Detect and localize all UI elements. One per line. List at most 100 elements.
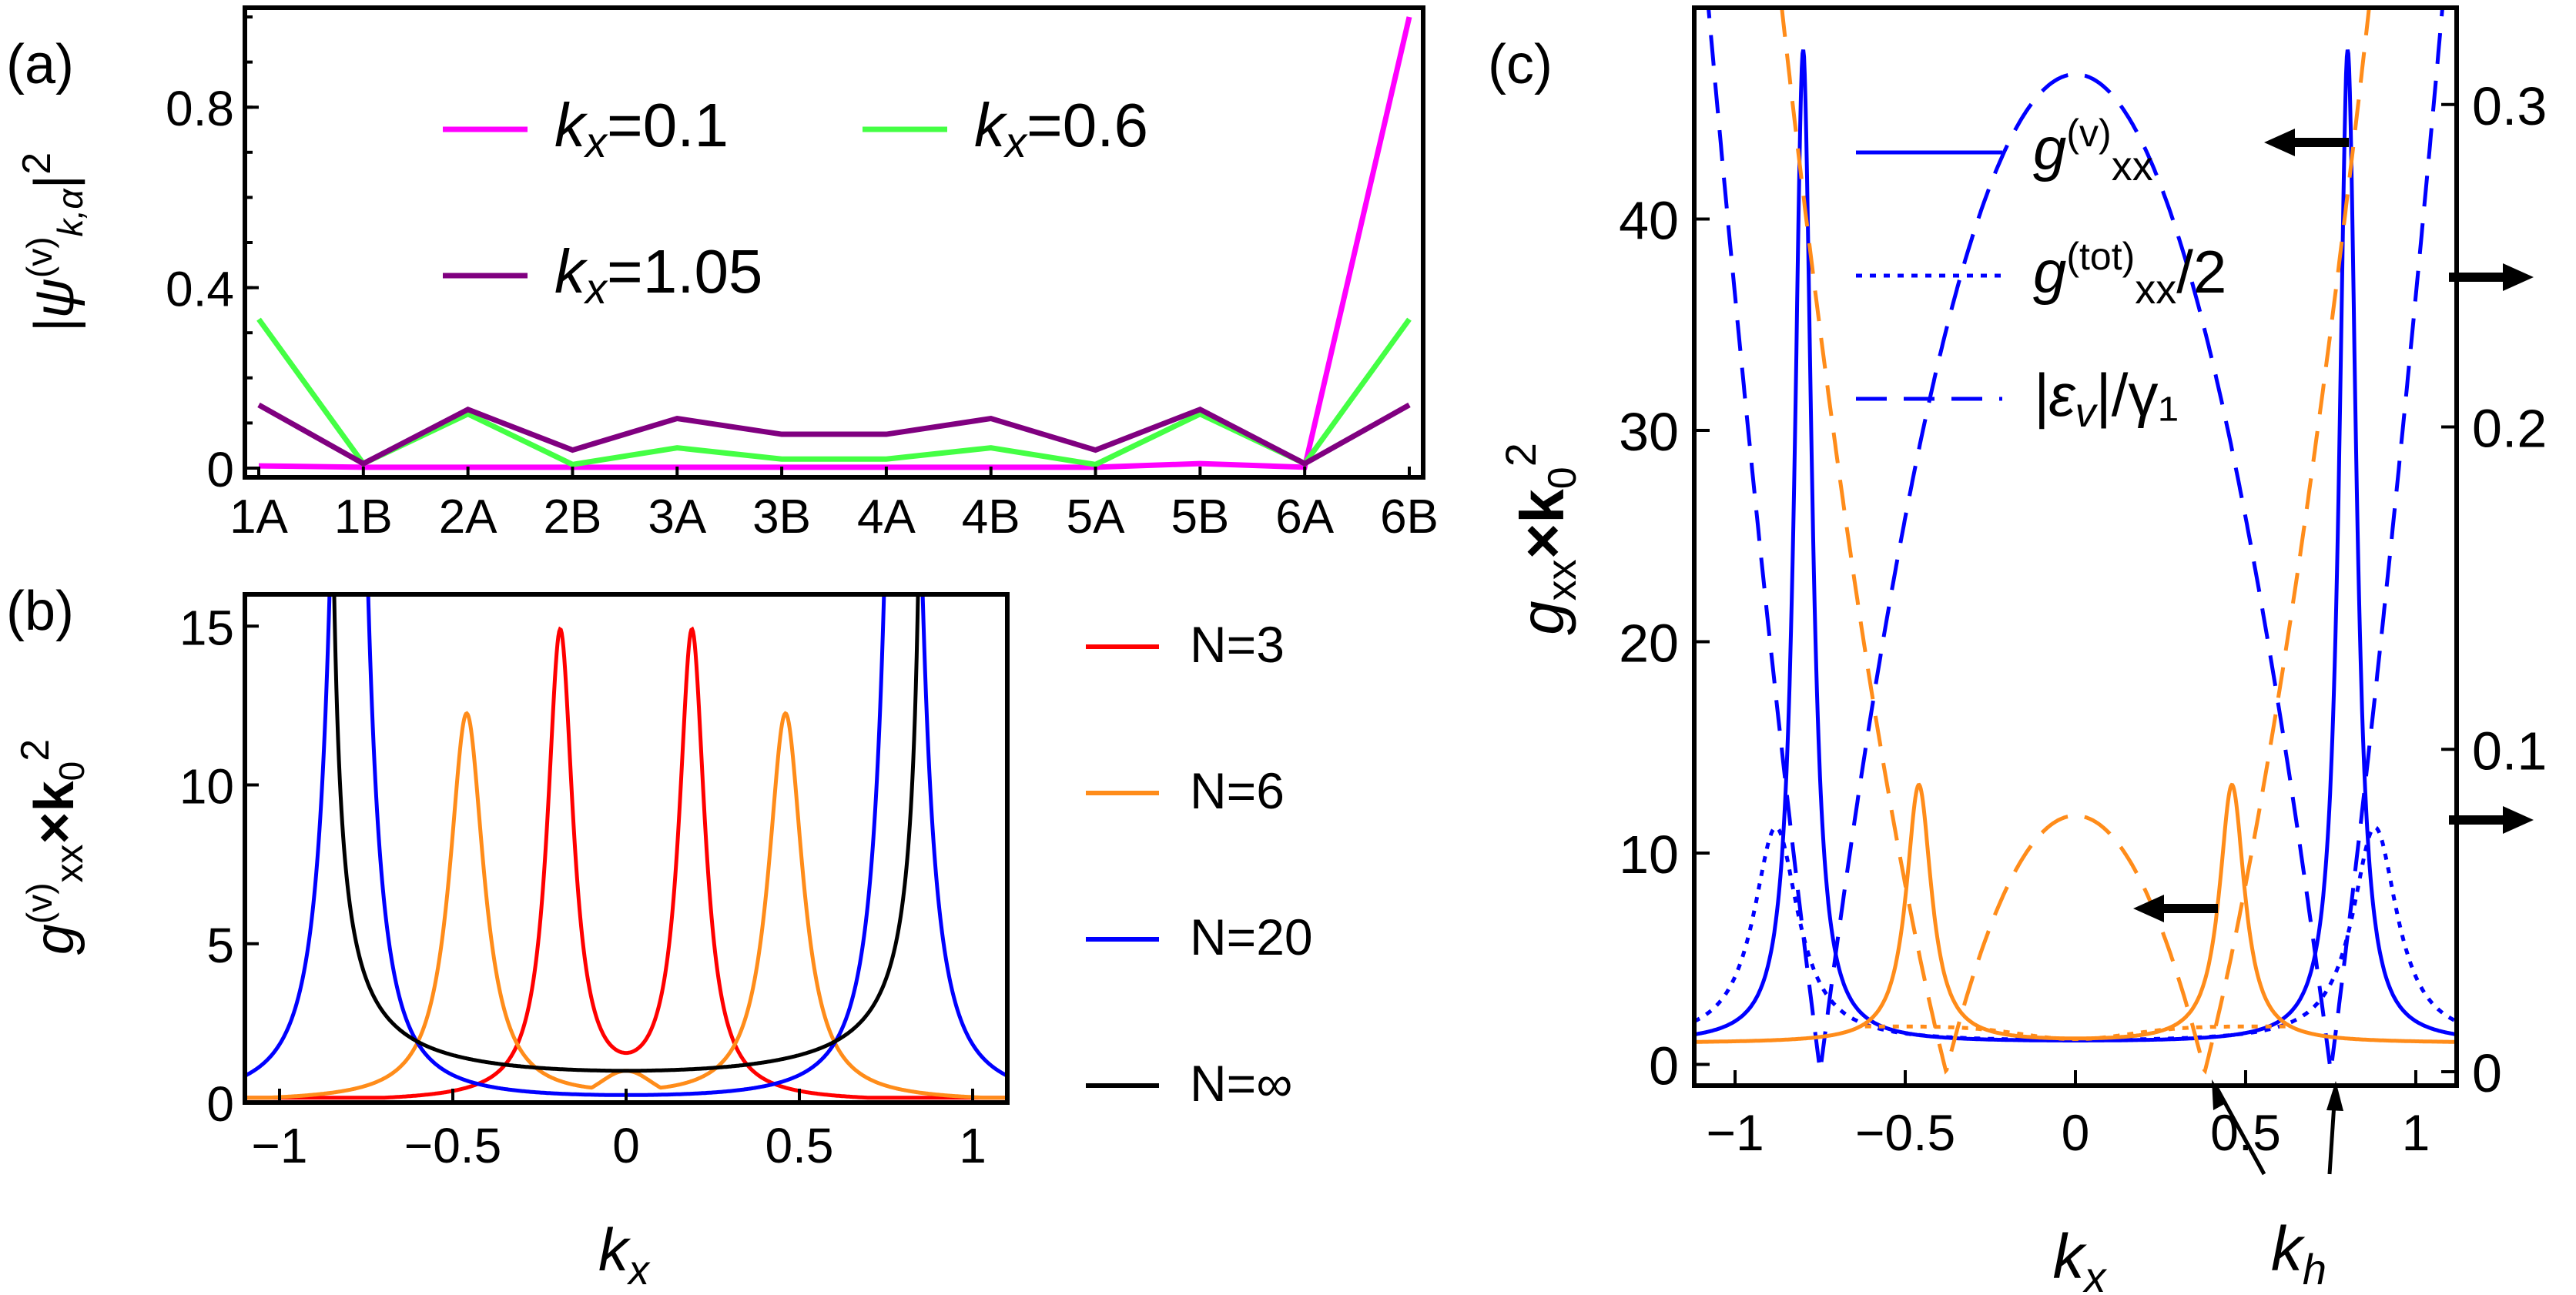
legend-value: =1.05 bbox=[607, 237, 762, 306]
legend-main: g bbox=[2033, 238, 2066, 306]
y-tick-label: 40 bbox=[1619, 191, 1679, 251]
kh-sub: h bbox=[2303, 1245, 2326, 1293]
y-tick-label: 0.4 bbox=[166, 262, 234, 317]
legend-value: =0.1 bbox=[607, 91, 729, 159]
legend-label: N=20 bbox=[1190, 909, 1313, 965]
legend-label: N=6 bbox=[1190, 762, 1285, 819]
series-line-N-- bbox=[332, 594, 920, 1073]
panel-a-frame bbox=[243, 5, 1425, 480]
legend-suffix: |/γ₁ bbox=[2096, 361, 2179, 429]
x-tick-label: 0 bbox=[612, 1118, 640, 1173]
y-tick-label: 30 bbox=[1619, 402, 1679, 462]
series-line-orange-dashed bbox=[1780, 8, 2371, 1075]
legend-k: k bbox=[974, 91, 1008, 159]
kh-pointer-head bbox=[2212, 1079, 2227, 1110]
x-tick-label: 0.5 bbox=[2210, 1104, 2281, 1161]
y-tick-label: 20 bbox=[1619, 614, 1679, 674]
series-line-N-3 bbox=[245, 626, 1007, 1100]
x-tick-label: −1 bbox=[1706, 1104, 1764, 1161]
panel-a: (a) 1A 1B 2A 2B 3A 3B 4A 4B 5A 5B 6A 6B 0 0.4 0.8 |ψ(v… bbox=[6, 5, 1439, 544]
series-line-orange-dotted bbox=[1864, 1024, 2286, 1042]
legend-k-sub: x bbox=[583, 118, 608, 166]
x-tick-label: 3B bbox=[752, 490, 811, 544]
x-tick-label: 2B bbox=[544, 490, 602, 544]
x-tick-label: 1B bbox=[334, 490, 393, 544]
y-tick-label: 10 bbox=[1619, 825, 1679, 885]
x-tick-label: −0.5 bbox=[404, 1118, 501, 1173]
y-tick-label: 0 bbox=[206, 1076, 234, 1132]
legend-sub: v bbox=[2075, 390, 2099, 436]
legend-label: N=3 bbox=[1190, 616, 1285, 673]
panel-c-label: (c) bbox=[1488, 34, 1553, 95]
panel-c-marks bbox=[1694, 8, 2457, 1075]
series-line-kx-0-6 bbox=[256, 317, 1412, 467]
legend-label: g(tot)xx/2 bbox=[2033, 235, 2226, 313]
kh-label: kh bbox=[2271, 1214, 2326, 1293]
y2-tick-label: 0.3 bbox=[2472, 76, 2547, 136]
panel-c-xlabel: kx bbox=[2053, 1222, 2108, 1295]
x-tick-label: 4A bbox=[857, 490, 916, 544]
panel-a-legend: kx=0.1 kx=0.6kx=1.05 bbox=[443, 91, 1148, 313]
legend-value: =0.6 bbox=[1027, 91, 1148, 159]
axis-arrow-right bbox=[2449, 263, 2534, 291]
legend-sub: xx bbox=[2112, 143, 2153, 189]
kh-pointer-head bbox=[2326, 1081, 2343, 1111]
y-tick-label: 0 bbox=[206, 442, 234, 497]
panel-a-label: (a) bbox=[6, 34, 74, 95]
y-tick-label: 0.8 bbox=[166, 81, 234, 136]
legend-label: kx=0.1 bbox=[554, 91, 729, 166]
x-tick-label: 3A bbox=[648, 490, 706, 544]
x-tick-label: 1A bbox=[229, 490, 288, 544]
y2-tick-label: 0 bbox=[2472, 1043, 2502, 1103]
panel-c-annotations: kh bbox=[2133, 129, 2534, 1293]
panel-c-legend: g(v)xx g(tot)xx/2 |εv|/γ₁ bbox=[1856, 112, 2226, 436]
panel-b-label: (b) bbox=[6, 581, 74, 642]
x-tick-label: −1 bbox=[252, 1118, 308, 1173]
axis-arrow-left bbox=[2133, 895, 2218, 922]
series-line-N-6-orange-solid bbox=[1694, 782, 2457, 1044]
legend-sub: xx bbox=[2135, 266, 2176, 313]
y-tick-label: 10 bbox=[179, 759, 234, 815]
x-tick-label: −0.5 bbox=[1855, 1104, 1955, 1161]
x-tick-label: 6B bbox=[1380, 490, 1439, 544]
panel-b-legend: N=3 N=6 N=20 N=∞ bbox=[1086, 616, 1313, 1112]
legend-k: k bbox=[554, 91, 588, 159]
panel-c-ylabel: gxx×k02 bbox=[1496, 443, 1585, 635]
legend-k-sub: x bbox=[583, 264, 608, 313]
x-tick-label: 0.5 bbox=[765, 1118, 834, 1173]
y-tick-label: 15 bbox=[179, 600, 234, 655]
x-tick-label: 1 bbox=[959, 1118, 987, 1173]
x-tick-label: 0 bbox=[2062, 1104, 2090, 1161]
x-tick-label: 1 bbox=[2402, 1104, 2430, 1161]
axis-arrow-right bbox=[2449, 806, 2534, 834]
series-line-N-6 bbox=[245, 711, 1007, 1100]
y2-tick-label: 0.2 bbox=[2472, 399, 2547, 459]
legend-k-sub: x bbox=[1003, 118, 1028, 166]
x-tick-label: 5B bbox=[1171, 490, 1229, 544]
panel-c-plot bbox=[1694, 8, 2457, 1075]
series-line---v---1 bbox=[1706, 8, 2445, 1072]
series-line-N-20 bbox=[245, 594, 1007, 1097]
x-tick-label: 2A bbox=[439, 490, 497, 544]
series-line-g-tot-xx-2 bbox=[1694, 825, 2457, 1042]
legend-label: |εv|/γ₁ bbox=[2033, 361, 2179, 436]
legend-label: g(v)xx bbox=[2033, 112, 2153, 189]
legend-main: g bbox=[2033, 115, 2066, 182]
y-tick-label: 0 bbox=[1649, 1036, 1679, 1096]
panel-a-ticks: 1A 1B 2A 2B 3A 3B 4A 4B 5A 5B 6A 6B 0 0.4 0.8 bbox=[166, 15, 1439, 544]
y-tick-label: 5 bbox=[206, 918, 234, 973]
panel-b-xlabel: kx bbox=[598, 1216, 651, 1293]
y2-tick-label: 0.1 bbox=[2472, 721, 2547, 781]
legend-label: kx=0.6 bbox=[974, 91, 1148, 166]
panel-b-frame bbox=[243, 592, 1010, 1105]
legend-suffix: /2 bbox=[2176, 238, 2226, 306]
kh-main: k bbox=[2271, 1214, 2306, 1284]
panel-b-ylabel: g(v)xx×k02 bbox=[13, 739, 92, 955]
legend-label: kx=1.05 bbox=[554, 237, 762, 313]
x-tick-label: 5A bbox=[1067, 490, 1125, 544]
